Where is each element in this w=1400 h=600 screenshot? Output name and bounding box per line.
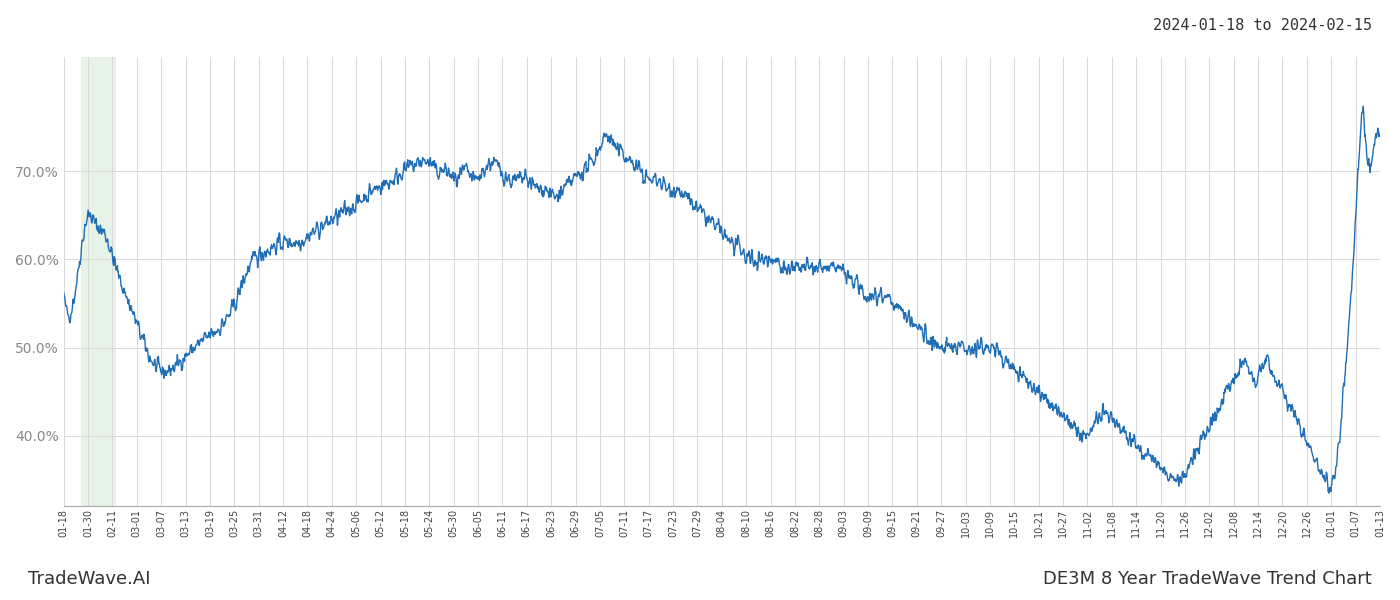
Text: TradeWave.AI: TradeWave.AI <box>28 570 151 588</box>
Text: 2024-01-18 to 2024-02-15: 2024-01-18 to 2024-02-15 <box>1154 18 1372 33</box>
Text: DE3M 8 Year TradeWave Trend Chart: DE3M 8 Year TradeWave Trend Chart <box>1043 570 1372 588</box>
Bar <box>81 57 116 506</box>
